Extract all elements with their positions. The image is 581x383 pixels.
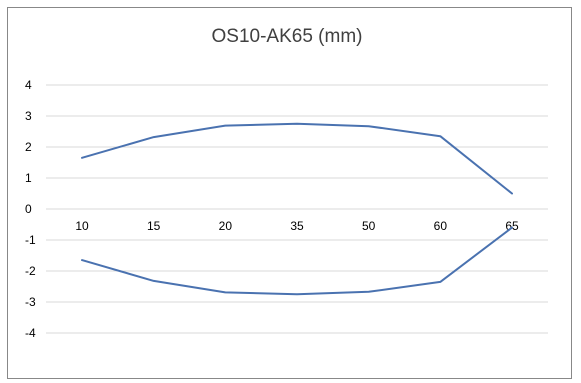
y-tick-label: 4 <box>25 78 32 92</box>
y-tick-label: 1 <box>25 171 32 185</box>
series-line-1 <box>81 122 513 195</box>
x-tick-label: 60 <box>434 219 448 233</box>
x-tick-label: 35 <box>290 219 304 233</box>
x-tick-label: 50 <box>362 219 376 233</box>
y-tick-label: -4 <box>25 326 36 340</box>
y-axis-tick-labels: 4 3 2 1 0 -1 -2 -3 -4 <box>25 78 36 340</box>
y-tick-label: 0 <box>25 202 32 216</box>
x-tick-label: 20 <box>219 219 233 233</box>
y-tick-label: -2 <box>25 264 36 278</box>
y-tick-label: 2 <box>25 140 32 154</box>
y-tick-label: 3 <box>25 109 32 123</box>
x-axis-tick-labels: 10 15 20 35 50 60 65 <box>75 219 519 233</box>
series-lines <box>81 122 513 296</box>
x-tick-label: 10 <box>75 219 89 233</box>
y-tick-label: -1 <box>25 233 36 247</box>
y-tick-label: -3 <box>25 295 36 309</box>
series-line-2 <box>81 226 513 296</box>
chart-frame <box>7 7 572 379</box>
x-tick-label: 15 <box>147 219 161 233</box>
grid-lines <box>46 84 548 334</box>
chart-title: OS10-AK65 (mm) <box>212 26 363 47</box>
